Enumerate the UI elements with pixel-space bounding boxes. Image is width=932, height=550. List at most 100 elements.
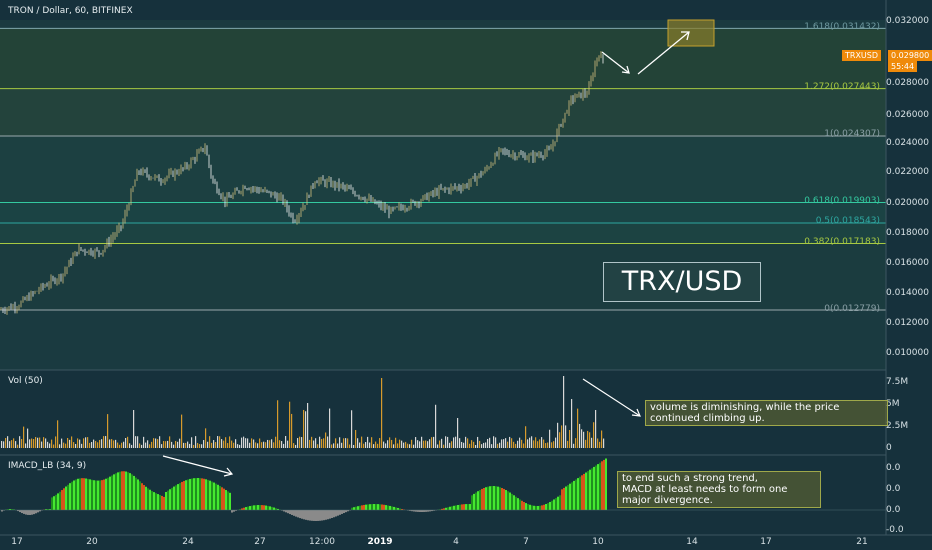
macd-bar: [31, 510, 33, 515]
macd-note-line: major divergence.: [622, 495, 713, 506]
macd-bar: [585, 472, 587, 510]
macd-bar: [521, 500, 523, 510]
volume-bar: [339, 437, 341, 448]
macd-bar: [571, 482, 573, 510]
volume-bar: [429, 439, 431, 448]
macd-bar: [417, 510, 419, 512]
volume-bar: [421, 436, 423, 448]
time-tick: 12:00: [309, 537, 335, 547]
macd-bar: [387, 505, 389, 510]
volume-bar: [559, 432, 561, 448]
macd-bar: [353, 507, 355, 510]
volume-bar: [43, 437, 45, 448]
volume-bar: [455, 436, 457, 448]
macd-bar: [99, 480, 101, 510]
macd-bar: [273, 507, 275, 510]
macd-bar: [473, 493, 475, 510]
macd-bar: [543, 504, 545, 510]
macd-bar: [299, 510, 301, 519]
macd-bar: [173, 486, 175, 510]
volume-bar: [241, 437, 243, 448]
volume-bar: [467, 438, 469, 448]
macd-bar: [361, 505, 363, 510]
macd-bar: [495, 486, 497, 510]
volume-bar: [315, 438, 317, 448]
volume-bar: [267, 439, 269, 448]
volume-bar: [469, 443, 471, 448]
volume-bar: [15, 441, 17, 448]
macd-bar: [265, 505, 267, 510]
volume-bar: [265, 442, 267, 448]
macd-bar: [525, 503, 527, 510]
volume-bar: [533, 440, 535, 448]
macd-bar: [205, 479, 207, 510]
volume-bar: [177, 441, 179, 448]
volume-bar: [423, 440, 425, 448]
volume-bar: [311, 436, 313, 448]
volume-bar: [105, 436, 107, 448]
volume-bar: [521, 439, 523, 448]
volume-bar: [167, 440, 169, 448]
macd-bar: [113, 474, 115, 510]
fib-zone: [0, 28, 886, 89]
macd-note-line: to end such a strong trend,: [622, 473, 758, 484]
macd-bar: [501, 487, 503, 510]
macd-bar: [483, 487, 485, 510]
volume-bar: [557, 422, 559, 448]
volume-tick: 2.5M: [886, 421, 909, 431]
volume-bar: [459, 438, 461, 448]
volume-bar: [87, 437, 89, 448]
macd-bar: [371, 504, 373, 510]
macd-bar: [115, 473, 117, 510]
volume-bar: [473, 441, 475, 448]
macd-bar: [605, 458, 607, 510]
macd-bar: [213, 482, 215, 510]
macd-bar: [479, 490, 481, 510]
volume-bar: [291, 413, 293, 448]
macd-bar: [515, 496, 517, 510]
volume-bar: [169, 436, 171, 448]
volume-bar: [53, 444, 55, 448]
timer-tag: 55:44: [888, 61, 918, 72]
volume-bar: [539, 439, 541, 448]
volume-bar: [1, 440, 3, 448]
macd-bar: [537, 505, 539, 510]
macd-bar: [21, 510, 23, 514]
macd-bar: [285, 510, 287, 513]
volume-bar: [475, 444, 477, 448]
volume-bar: [77, 438, 79, 448]
volume-bar: [555, 437, 557, 448]
macd-bar: [467, 504, 469, 510]
macd-bar: [449, 506, 451, 510]
volume-bar: [159, 436, 161, 448]
macd-bar: [355, 506, 357, 510]
macd-bar: [35, 510, 37, 514]
volume-bar: [535, 437, 537, 448]
volume-bar: [383, 441, 385, 448]
volume-bar: [341, 442, 343, 448]
macd-bar: [229, 492, 231, 510]
macd-bar: [101, 480, 103, 510]
macd-bar: [107, 477, 109, 510]
volume-bar: [303, 409, 305, 448]
volume-bar: [155, 438, 157, 448]
volume-bar: [299, 436, 301, 448]
macd-bar: [517, 498, 519, 510]
macd-bar: [63, 488, 65, 510]
macd-bar: [83, 478, 85, 510]
macd-bar: [475, 492, 477, 510]
macd-bar: [29, 510, 31, 515]
macd-bar: [335, 510, 337, 517]
volume-bar: [189, 443, 191, 448]
volume-bar: [403, 442, 405, 448]
macd-bar: [65, 486, 67, 510]
volume-bar: [239, 444, 241, 448]
volume-bar: [97, 442, 99, 448]
macd-bar: [221, 487, 223, 510]
volume-bar: [49, 443, 51, 448]
macd-bar: [295, 510, 297, 517]
volume-bar: [371, 437, 373, 448]
macd-bar: [39, 510, 41, 512]
